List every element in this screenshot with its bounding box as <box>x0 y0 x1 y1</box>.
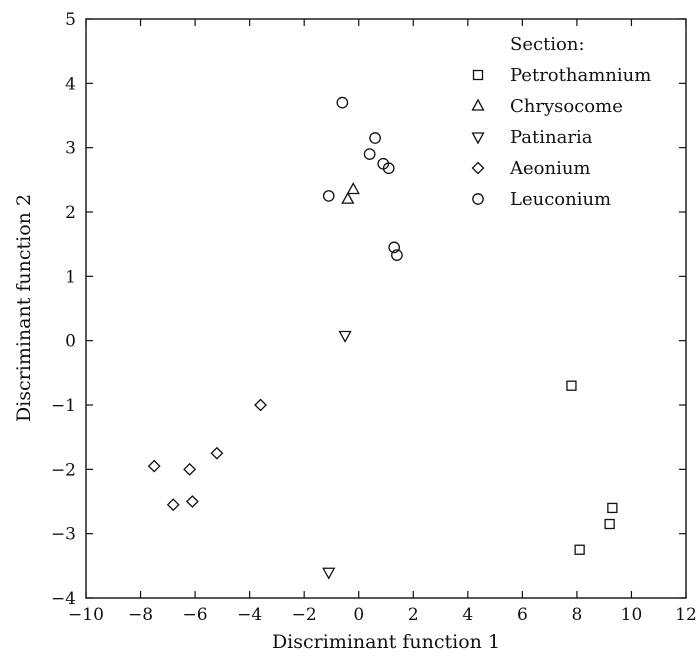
plot-frame <box>85 18 687 599</box>
y-tick-label: 4 <box>65 74 76 94</box>
legend-label-aeonium: Aeonium <box>509 158 591 179</box>
x-tick-label: 2 <box>408 605 419 625</box>
data-point-aeonium <box>254 398 267 412</box>
y-tick-label: 3 <box>65 139 76 159</box>
legend-marker-chrysocome <box>471 98 485 111</box>
y-tick-label: 0 <box>65 332 76 352</box>
data-point-patinaria <box>322 567 336 580</box>
data-point-aeonium <box>166 498 180 512</box>
x-tick-label: 0 <box>353 605 364 625</box>
data-point-aeonium <box>185 495 199 508</box>
y-tick-label: −3 <box>51 525 76 545</box>
legend-marker-leuconium <box>472 193 484 205</box>
data-point-petrothamnium <box>604 518 615 530</box>
data-point-leuconium <box>322 190 335 202</box>
y-tick-label: 2 <box>65 203 76 223</box>
data-point-leuconium <box>336 96 349 109</box>
x-tick-label: −2 <box>292 605 317 625</box>
data-point-leuconium <box>382 162 395 175</box>
legend-marker-aeonium <box>471 161 485 175</box>
axis-ticks <box>85 18 687 599</box>
data-point-aeonium <box>210 446 224 460</box>
x-tick-label: 4 <box>462 605 473 625</box>
data-point-petrothamnium <box>566 380 577 391</box>
legend-label-patinaria: Patinaria <box>510 127 593 148</box>
y-axis-title: Discriminant function 2 <box>13 194 35 422</box>
legend: Section: Petrothamnium Chrysocome Patinari… <box>471 34 651 210</box>
y-tick-label: 1 <box>65 267 76 287</box>
data-points <box>147 96 618 580</box>
x-tick-label: −6 <box>183 605 208 625</box>
data-point-leuconium <box>391 249 403 261</box>
x-tick-label: 12 <box>675 605 697 625</box>
data-point-chrysocome <box>341 191 355 204</box>
data-point-leuconium <box>369 132 381 144</box>
data-point-aeonium <box>147 459 161 473</box>
legend-label-petrothamnium: Petrothamnium <box>510 65 651 86</box>
y-tick-label: −2 <box>51 460 76 480</box>
y-tick-label: −1 <box>51 396 76 416</box>
legend-marker-patinaria <box>471 132 485 145</box>
data-point-petrothamnium <box>607 502 618 514</box>
data-point-leuconium <box>388 241 401 254</box>
data-point-leuconium <box>363 148 376 160</box>
data-point-aeonium <box>183 462 197 476</box>
legend-marker-petrothamnium <box>472 69 484 81</box>
x-tick-label: −8 <box>128 605 153 625</box>
x-tick-label: −4 <box>237 605 262 625</box>
x-axis-title: Discriminant function 1 <box>272 631 500 653</box>
x-tick-label: 8 <box>571 605 582 625</box>
data-point-patinaria <box>338 330 352 343</box>
x-tick-label: 10 <box>621 605 643 625</box>
data-point-petrothamnium <box>574 544 585 555</box>
x-tick-label: −10 <box>68 605 104 625</box>
x-tick-label: 6 <box>517 605 528 625</box>
y-tick-label: −4 <box>51 589 76 609</box>
data-point-chrysocome <box>346 182 360 195</box>
legend-label-chrysocome: Chrysocome <box>510 96 623 117</box>
legend-label-leuconium: Leuconium <box>510 189 611 210</box>
y-tick-label: 5 <box>65 10 76 30</box>
legend-title: Section: <box>510 34 585 55</box>
